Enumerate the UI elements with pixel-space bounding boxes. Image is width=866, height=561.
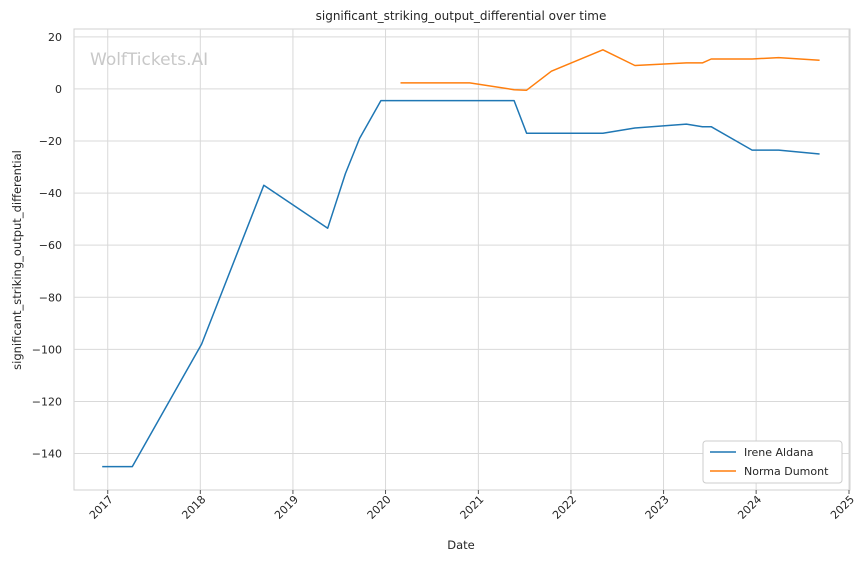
series-line-norma-dumont bbox=[400, 49, 820, 91]
chart-title: significant_striking_output_differential… bbox=[316, 9, 607, 23]
x-axis-title: Date bbox=[447, 538, 475, 552]
y-tick-label: −80 bbox=[39, 291, 62, 304]
legend-label-irene-aldana: Irene Aldana bbox=[744, 446, 814, 459]
plot-area bbox=[73, 28, 851, 491]
y-axis-title: significant_striking_output_differential bbox=[10, 150, 24, 370]
y-tick-label: 0 bbox=[55, 83, 62, 96]
legend: Irene Aldana Norma Dumont bbox=[702, 440, 843, 484]
y-tick-label: 20 bbox=[48, 31, 62, 44]
y-tick-label: −140 bbox=[32, 448, 62, 461]
series-line-irene-aldana bbox=[102, 99, 820, 468]
y-tick-label: −100 bbox=[32, 343, 62, 356]
y-tick-label: −40 bbox=[39, 187, 62, 200]
y-tick-label: −60 bbox=[39, 239, 62, 252]
y-tick-label: −20 bbox=[39, 135, 62, 148]
watermark: WolfTickets.AI bbox=[90, 50, 208, 70]
legend-label-norma-dumont: Norma Dumont bbox=[744, 465, 829, 478]
y-tick-label: −120 bbox=[32, 395, 62, 408]
series-lines bbox=[102, 49, 820, 468]
legend-box bbox=[702, 440, 843, 484]
gridlines bbox=[74, 29, 850, 490]
